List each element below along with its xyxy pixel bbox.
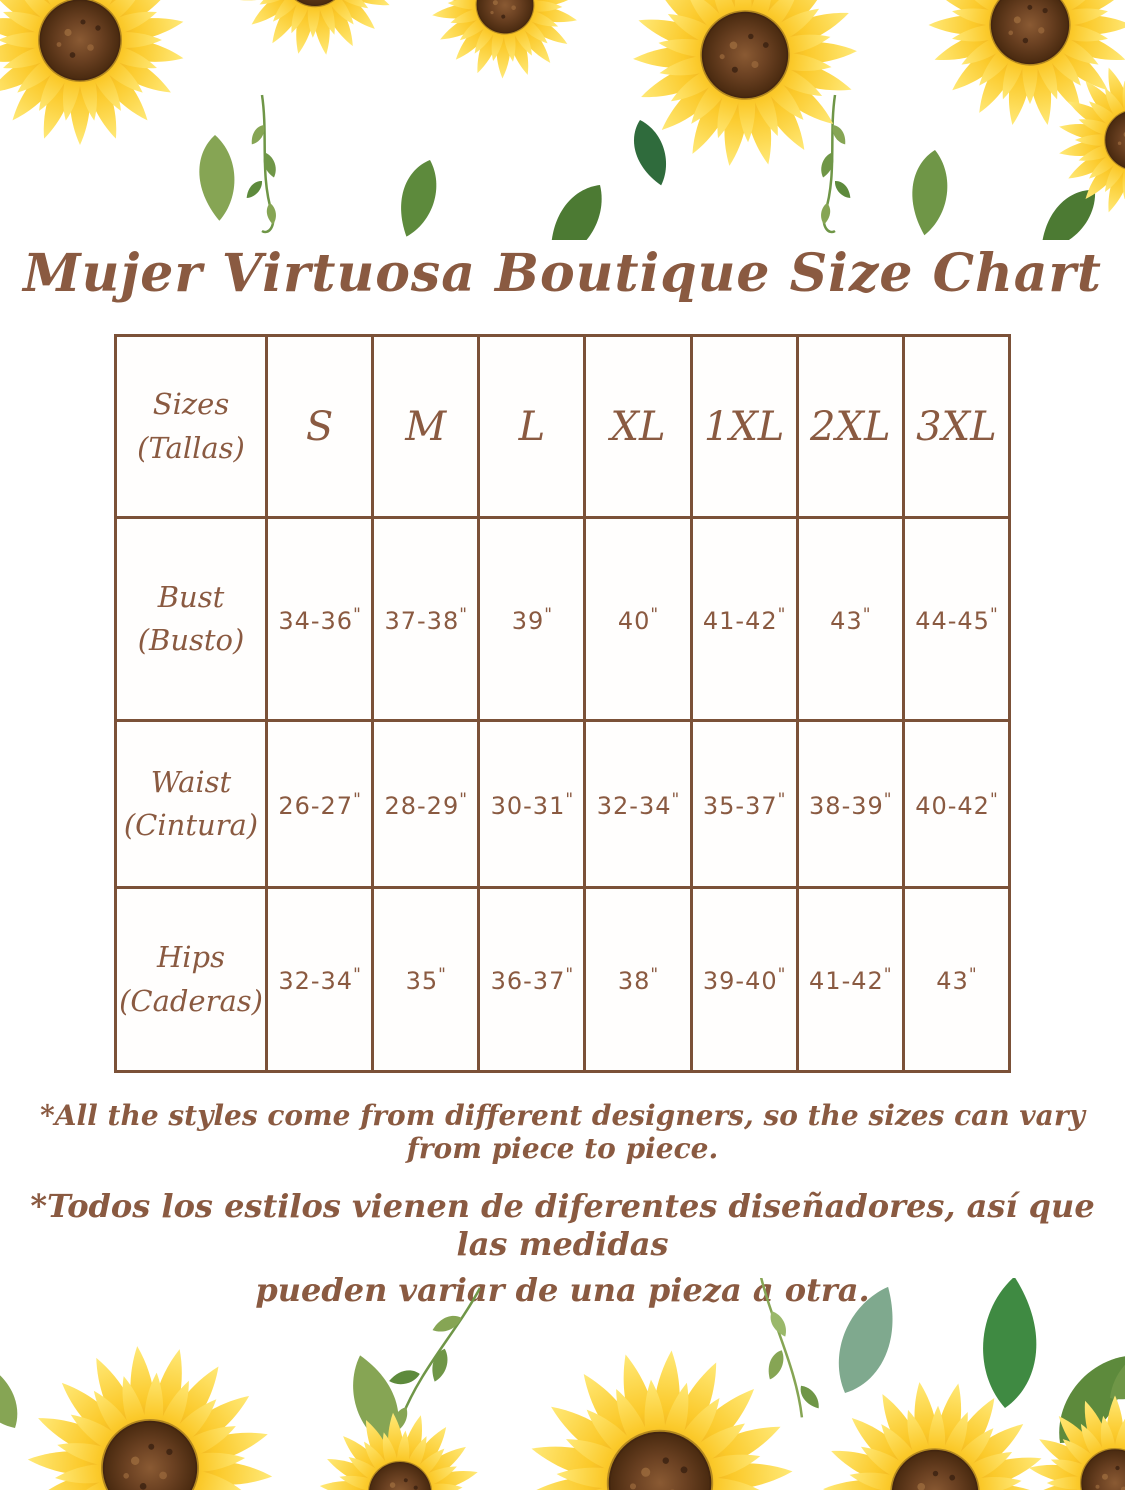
- hips-label-line2: (Caderas): [119, 983, 263, 1018]
- header-label-line1: Sizes: [152, 387, 230, 421]
- leaf-icon: [1049, 1341, 1125, 1458]
- hips-value-3xl: 43": [901, 886, 1012, 1073]
- bust-label-line2: (Busto): [137, 623, 245, 657]
- table-row-waist: Waist (Cintura) 26-27" 28-29" 30-31" 32-…: [114, 719, 1012, 889]
- waist-value-m: 28-29": [371, 719, 481, 889]
- sunflower-icon: [808, 1366, 1061, 1490]
- bust-value-2xl: 43": [795, 516, 905, 722]
- bust-value-1xl: 41-42": [689, 516, 799, 722]
- bust-value-l: 39": [477, 516, 587, 722]
- sunflower-icon: [15, 1333, 285, 1490]
- size-chart-table: Sizes (Tallas) S M L XL 1XL 2XL 3XL Bust…: [114, 334, 1012, 1073]
- leaf-icon: [1102, 1322, 1125, 1417]
- waist-value-2xl: 38-39": [795, 719, 905, 889]
- sunflower-icon: [301, 1394, 498, 1490]
- hips-value-m: 35": [371, 886, 481, 1073]
- waist-label-line1: Waist: [150, 764, 232, 799]
- waist-label-cell: Waist (Cintura): [114, 719, 268, 889]
- waist-value-l: 30-31": [477, 719, 587, 889]
- size-col-1xl: 1XL: [689, 334, 799, 519]
- hips-label-cell: Hips (Caderas): [114, 886, 268, 1073]
- hips-label-line1: Hips: [156, 940, 225, 974]
- waist-value-xl: 32-34": [583, 719, 693, 889]
- bust-value-s: 34-36": [264, 516, 375, 722]
- footnote-english: *All the styles come from different desi…: [40, 1099, 1085, 1165]
- footnote-spanish-line1: *Todos los estilos vienen de diferentes …: [30, 1187, 1095, 1263]
- hips-value-1xl: 39-40": [689, 886, 799, 1073]
- size-col-m: M: [371, 334, 481, 519]
- size-col-xl: XL: [583, 334, 693, 519]
- leaf-icon: [333, 1350, 417, 1454]
- table-row-hips: Hips (Caderas) 32-34" 35" 36-37" 38" 39-…: [114, 886, 1012, 1073]
- sunflower-icon: [1027, 1396, 1125, 1490]
- waist-label-line2: (Cintura): [123, 808, 259, 842]
- leaf-icon: [0, 1349, 34, 1435]
- bust-label-line1: Bust: [157, 579, 225, 614]
- bust-label-cell: Bust (Busto): [114, 516, 268, 722]
- footnote-spanish-line2: pueden variar de una pieza a otra.: [255, 1271, 870, 1309]
- page-title: Mujer Virtuosa Boutique Size Chart: [23, 243, 1102, 304]
- size-col-s: S: [264, 334, 375, 519]
- header-label-line2: (Tallas): [137, 430, 245, 465]
- table-header-row: Sizes (Tallas) S M L XL 1XL 2XL 3XL: [114, 334, 1012, 519]
- size-col-3xl: 3XL: [901, 334, 1012, 519]
- bottom-flowers-group: [15, 1333, 1125, 1490]
- waist-value-3xl: 40-42": [901, 719, 1012, 889]
- size-col-2xl: 2XL: [795, 334, 905, 519]
- hips-value-s: 32-34": [264, 886, 375, 1073]
- hips-value-xl: 38": [583, 886, 693, 1073]
- sunflower-border-bottom: [0, 1278, 1125, 1490]
- sunflower-icon: [516, 1339, 805, 1490]
- bust-value-xl: 40": [583, 516, 693, 722]
- waist-value-1xl: 35-37": [689, 719, 799, 889]
- table-row-bust: Bust (Busto) 34-36" 37-38" 39" 40" 41-42…: [114, 516, 1012, 722]
- size-chart-page: Mujer Virtuosa Boutique Size Chart Sizes…: [23, 243, 1102, 1309]
- waist-value-s: 26-27": [264, 719, 375, 889]
- bust-value-m: 37-38": [371, 516, 481, 722]
- size-col-l: L: [477, 334, 587, 519]
- hips-value-2xl: 41-42": [795, 886, 905, 1073]
- header-label-cell: Sizes (Tallas): [114, 334, 268, 519]
- hips-value-l: 36-37": [477, 886, 587, 1073]
- bust-value-3xl: 44-45": [901, 516, 1012, 722]
